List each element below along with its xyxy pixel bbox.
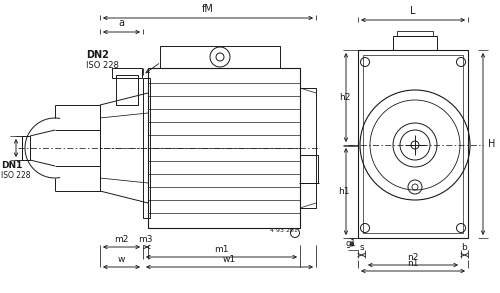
- Bar: [397, 31, 433, 36]
- Text: ISO 228: ISO 228: [86, 60, 119, 69]
- Bar: [393, 36, 437, 50]
- Text: h1: h1: [338, 187, 350, 196]
- Text: b: b: [462, 243, 468, 252]
- Text: DN1: DN1: [1, 161, 22, 171]
- Text: fM: fM: [202, 4, 214, 14]
- Text: s: s: [359, 243, 364, 252]
- Bar: [300, 155, 318, 183]
- Text: m1: m1: [214, 245, 229, 254]
- Text: a: a: [118, 18, 124, 28]
- Text: m3: m3: [138, 235, 153, 244]
- Bar: [160, 46, 280, 68]
- Bar: [116, 75, 138, 105]
- Bar: [363, 55, 463, 233]
- Bar: [358, 50, 468, 238]
- Text: w1: w1: [223, 255, 236, 264]
- Text: m2: m2: [114, 235, 128, 244]
- Text: h2: h2: [338, 93, 350, 102]
- Text: w: w: [118, 255, 125, 264]
- Text: L: L: [410, 6, 416, 16]
- Bar: [143, 78, 150, 218]
- Text: H: H: [488, 139, 496, 149]
- Text: n1: n1: [407, 259, 419, 268]
- Text: 4 93 261: 4 93 261: [270, 229, 298, 234]
- Text: g1: g1: [346, 239, 356, 248]
- Text: ISO 228: ISO 228: [1, 171, 30, 180]
- Bar: [22, 136, 30, 160]
- Bar: [300, 88, 316, 208]
- Bar: [112, 68, 142, 78]
- Text: DN2: DN2: [86, 50, 109, 60]
- Bar: [148, 68, 300, 228]
- Text: n2: n2: [408, 253, 418, 262]
